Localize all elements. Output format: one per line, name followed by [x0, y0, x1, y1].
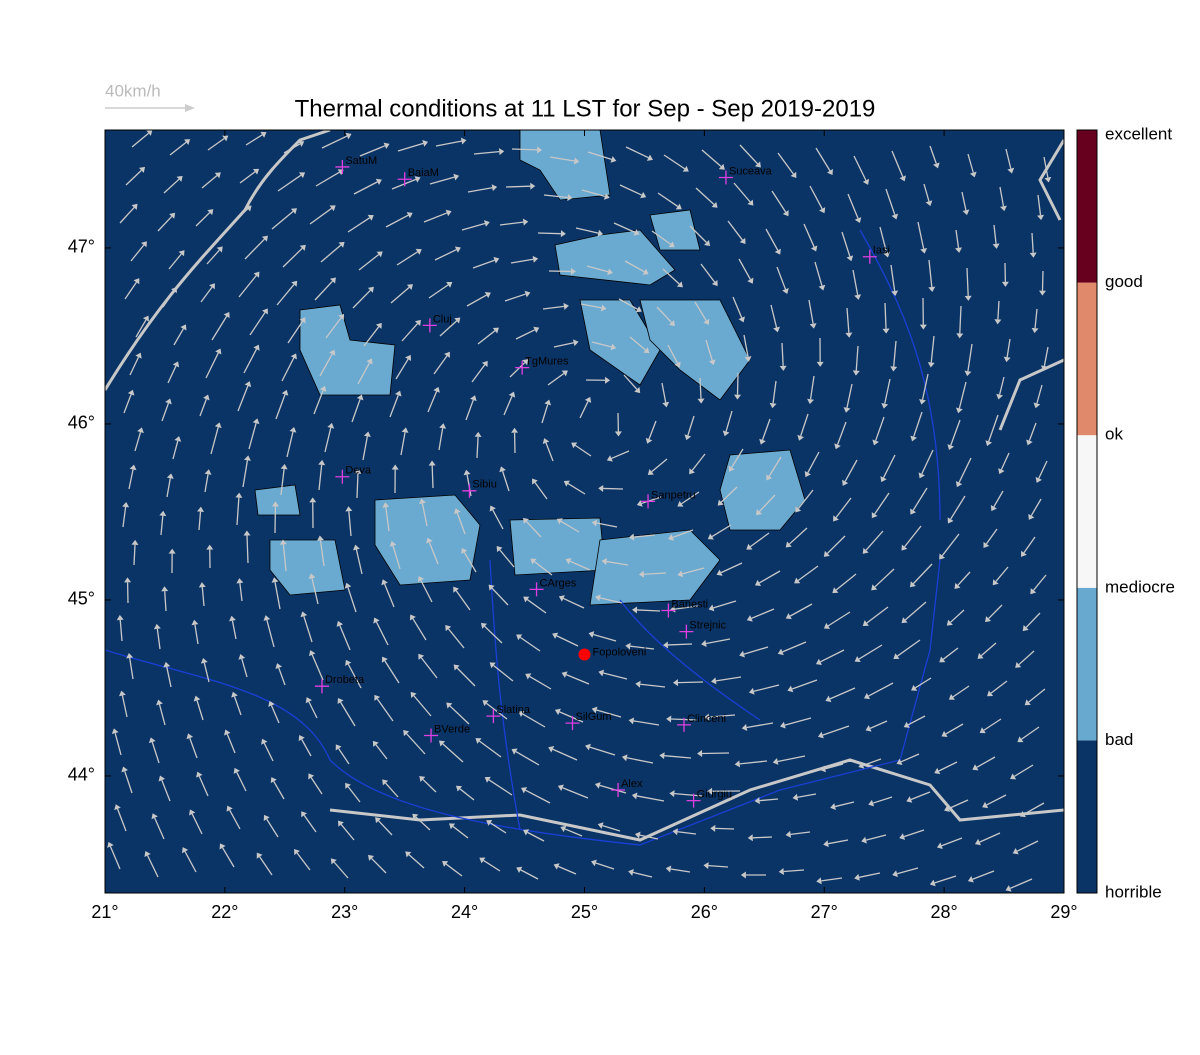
- wind-reference-label: 40km/h: [105, 81, 161, 100]
- city-label: TgMures: [525, 356, 569, 368]
- colorbar-segment: [1077, 130, 1097, 283]
- city-label: Deva: [345, 465, 372, 477]
- site-marker: [579, 649, 591, 661]
- x-tick-label: 27°: [811, 902, 838, 922]
- x-tick-label: 28°: [931, 902, 958, 922]
- wind-arrow: [1042, 271, 1043, 291]
- x-tick-label: 21°: [91, 902, 118, 922]
- x-tick-label: 29°: [1050, 902, 1077, 922]
- y-tick-label: 47°: [68, 237, 95, 257]
- city-label: Clinceni: [687, 713, 726, 725]
- x-tick-label: 23°: [331, 902, 358, 922]
- city-label: Sanpetru: [651, 489, 696, 501]
- colorbar-label: excellent: [1105, 124, 1172, 143]
- city-label: Slatina: [496, 704, 531, 716]
- wind-arrow: [702, 753, 729, 754]
- wind-arrow: [678, 682, 703, 683]
- city-label: Drobeta: [325, 674, 365, 686]
- city-label: Alex: [621, 778, 643, 790]
- colorbar-segment: [1077, 740, 1097, 893]
- colorbar-segment: [1077, 588, 1097, 741]
- city-label: CArges: [540, 577, 577, 589]
- x-tick-label: 26°: [691, 902, 718, 922]
- city-label: Banesti: [671, 598, 708, 610]
- wind-arrow: [506, 186, 530, 187]
- colorbar-segment: [1077, 435, 1097, 588]
- city-label: Strejnic: [689, 620, 726, 632]
- city-label: BVerde: [434, 723, 470, 735]
- city-label: Cluj: [433, 313, 452, 325]
- city-label: BaiaM: [408, 167, 439, 179]
- wind-arrow: [715, 828, 734, 829]
- y-tick-label: 45°: [68, 589, 95, 609]
- wind-reference-head: [185, 104, 195, 112]
- city-label: Iasi: [873, 245, 890, 257]
- colorbar-segment: [1077, 283, 1097, 436]
- city-label: Giurgiu: [697, 789, 732, 801]
- city-label: Suceava: [729, 165, 773, 177]
- x-tick-label: 25°: [571, 902, 598, 922]
- wind-arrow: [512, 149, 537, 150]
- city-label: SatuM: [345, 155, 377, 167]
- x-tick-label: 22°: [211, 902, 238, 922]
- site-label: Fopoloveni: [593, 646, 647, 658]
- colorbar-label: ok: [1105, 425, 1123, 444]
- x-tick-label: 24°: [451, 902, 478, 922]
- wind-arrow: [432, 466, 433, 488]
- wind-arrow: [538, 233, 561, 234]
- y-tick-label: 44°: [68, 765, 95, 785]
- colorbar: horrible bad mediocre ok good excellent: [1077, 124, 1175, 901]
- city-label: Sibiu: [472, 479, 496, 491]
- colorbar-label: horrible: [1105, 882, 1162, 901]
- colorbar-label: bad: [1105, 730, 1133, 749]
- y-tick-label: 46°: [68, 413, 95, 433]
- colorbar-label: mediocre: [1105, 577, 1175, 596]
- map-title: Thermal conditions at 11 LST for Sep - S…: [295, 95, 876, 122]
- city-label: SilGum: [576, 711, 612, 723]
- wind-arrow: [603, 488, 623, 489]
- colorbar-label: good: [1105, 272, 1143, 291]
- wind-arrow: [753, 837, 772, 838]
